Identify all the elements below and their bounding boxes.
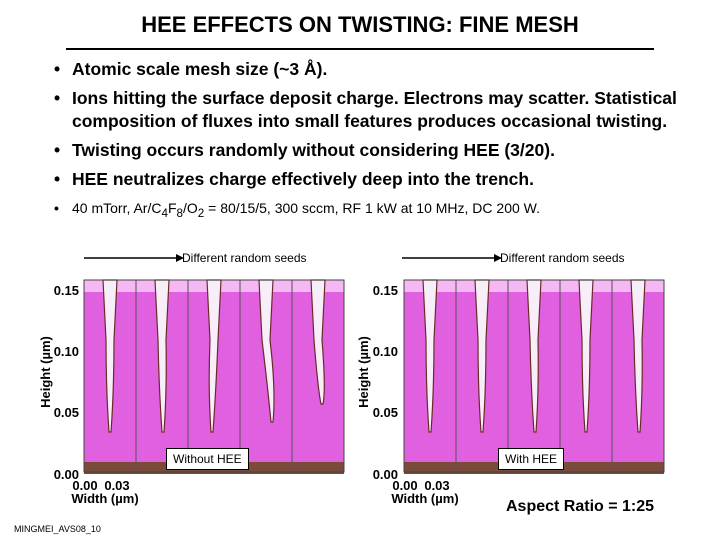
- trench-profile: [258, 279, 275, 423]
- trench-profile: [526, 279, 542, 433]
- xtick-label: 0.03: [424, 478, 449, 493]
- without-hee-label: Without HEE: [166, 448, 249, 470]
- left-axis: 0.15 0.10 0.05 0.00 0.00 0.03 Width (µm)…: [38, 283, 139, 506]
- y-axis-label: Height (µm): [356, 336, 371, 408]
- slide-id: MINGMEI_AVS08_10: [14, 524, 101, 534]
- bullet-hee: HEE neutralizes charge effectively deep …: [52, 168, 692, 191]
- seeds-arrow-left: [84, 254, 184, 262]
- ytick-label: 0.00: [54, 467, 79, 482]
- ytick-label: 0.15: [54, 283, 79, 298]
- ytick-label: 0.10: [54, 344, 79, 359]
- right-axis: 0.15 0.10 0.05 0.00 0.00 0.03 Width (µm)…: [356, 283, 459, 506]
- conditions-sub-o: 2: [197, 206, 205, 220]
- bullet-conditions: 40 mTorr, Ar/C4F8/O2 = 80/15/5, 300 sccm…: [52, 197, 692, 225]
- xtick-label: 0.00: [72, 478, 97, 493]
- ytick-label: 0.10: [373, 344, 398, 359]
- trench-profile: [154, 279, 170, 433]
- title-underline: [66, 48, 654, 50]
- slide-title: HEE EFFECTS ON TWISTING: FINE MESH: [141, 12, 579, 37]
- trench-profile: [474, 279, 490, 433]
- x-axis-label: Width (µm): [391, 491, 458, 506]
- with-hee-label: With HEE: [498, 448, 565, 470]
- conditions-prefix: 40 mTorr, Ar/C: [72, 200, 162, 216]
- conditions-mid-o: /O: [183, 200, 198, 216]
- ytick-label: 0.15: [373, 283, 398, 298]
- trench-profile: [630, 279, 646, 433]
- conditions-suffix: = 80/15/5, 300 sccm, RF 1 kW at 10 MHz, …: [204, 200, 540, 216]
- bullet-twisting: Twisting occurs randomly without conside…: [52, 139, 692, 162]
- seeds-label-right: Different random seeds: [500, 251, 625, 265]
- y-axis-label: Height (µm): [38, 336, 53, 408]
- plot-without-hee: [83, 279, 345, 474]
- seeds-label-left: Different random seeds: [182, 251, 307, 265]
- trench-profile: [206, 279, 222, 433]
- ytick-label: 0.05: [373, 405, 398, 420]
- trench-profile: [310, 279, 326, 405]
- conditions-sub-f: 8: [176, 206, 183, 220]
- plot-frame: [403, 279, 665, 473]
- x-axis-label: Width (µm): [71, 491, 138, 506]
- seeds-arrow-right: [402, 254, 502, 262]
- conditions-mid-f: F: [167, 200, 177, 216]
- trench-profile: [578, 279, 594, 433]
- trench-profile: [422, 279, 438, 433]
- conditions-sub-c: 4: [161, 206, 168, 220]
- trench-profile: [102, 279, 118, 433]
- bullet-list: Atomic scale mesh size (~3 Å). Ions hitt…: [52, 58, 692, 225]
- plot-with-hee: [403, 279, 665, 474]
- aspect-ratio: Aspect Ratio = 1:25: [506, 498, 655, 515]
- xtick-label: 0.03: [104, 478, 129, 493]
- ytick-label: 0.05: [54, 405, 79, 420]
- plot-frame: [83, 279, 345, 473]
- bullet-ions: Ions hitting the surface deposit charge.…: [52, 87, 692, 133]
- ytick-label: 0.00: [373, 467, 398, 482]
- bullet-mesh-size: Atomic scale mesh size (~3 Å).: [52, 58, 692, 81]
- xtick-label: 0.00: [392, 478, 417, 493]
